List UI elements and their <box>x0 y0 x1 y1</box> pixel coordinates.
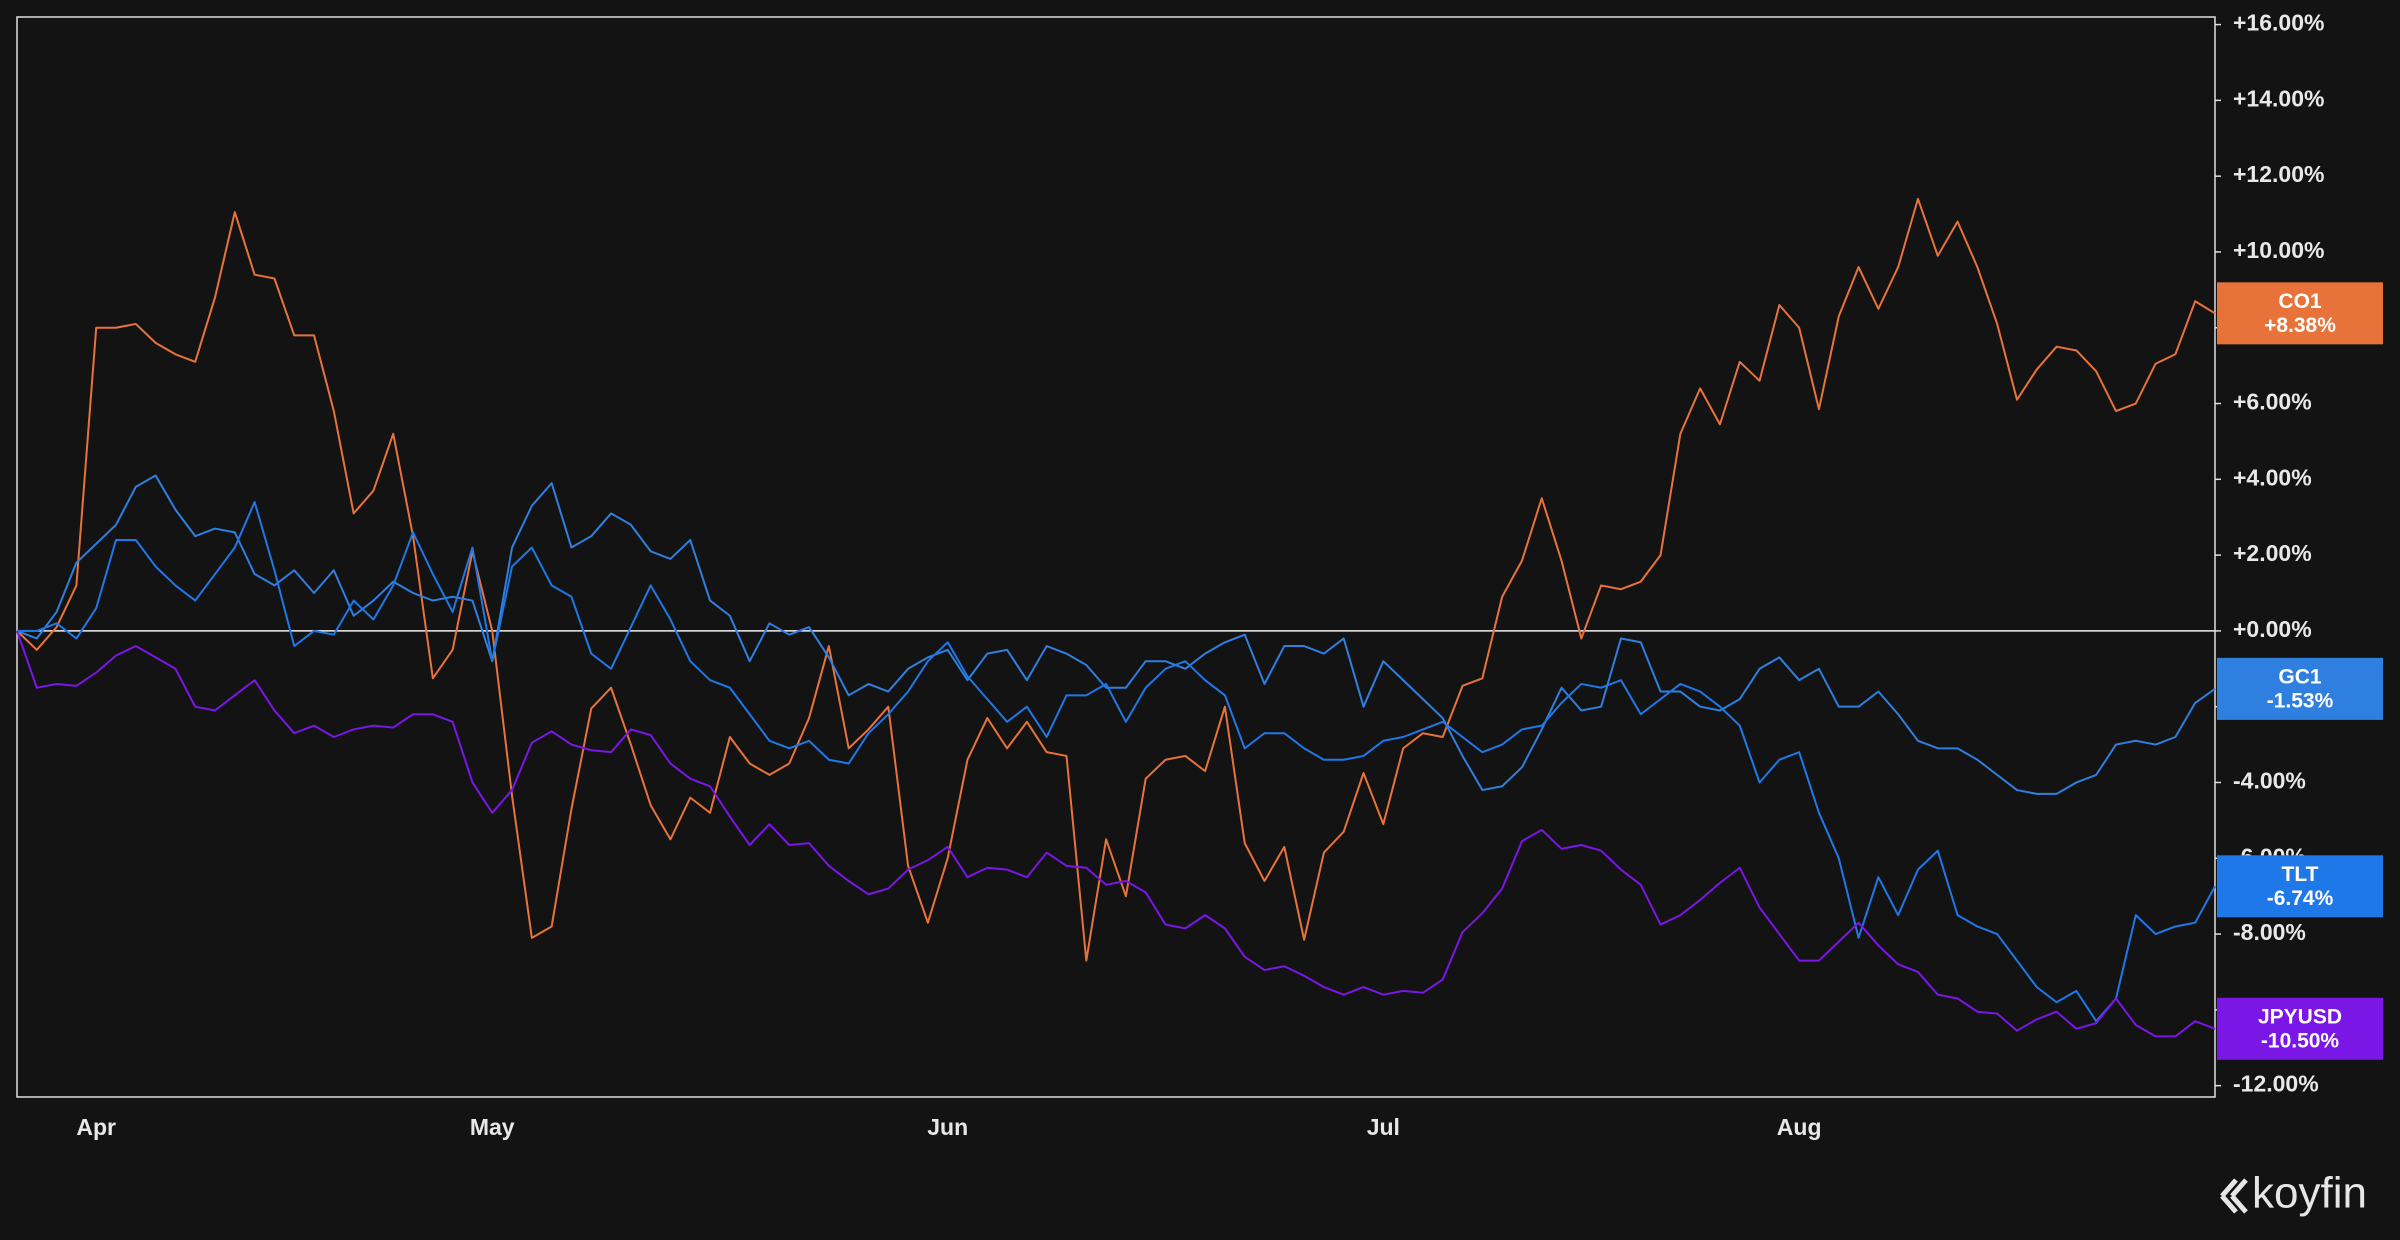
end-value-label: +8.38% <box>2264 314 2336 337</box>
end-badge: CO1+8.38% <box>2217 282 2383 345</box>
series-line <box>16 197 2216 962</box>
x-tick-label: May <box>470 1114 515 1140</box>
y-tick-label: +16.00% <box>2233 10 2324 36</box>
end-badge-box <box>2217 282 2383 345</box>
x-tick-label: Aug <box>1777 1114 1822 1140</box>
end-badge-box <box>2217 657 2383 720</box>
end-badge-box <box>2217 855 2383 918</box>
logo-text: koyfin <box>2252 1169 2367 1218</box>
end-badge-box <box>2217 997 2383 1060</box>
y-tick-label: +14.00% <box>2233 85 2324 111</box>
y-tick-label: -4.00% <box>2233 768 2306 794</box>
legend-label: TLT <box>2282 863 2319 886</box>
end-badge: TLT-6.74% <box>2217 855 2383 918</box>
x-tick-label: Jul <box>1367 1114 1400 1140</box>
series-line <box>16 474 2216 795</box>
end-value-label: -6.74% <box>2267 887 2334 910</box>
y-tick-label: +10.00% <box>2233 237 2324 263</box>
end-badge: JPYUSD-10.50% <box>2217 997 2383 1060</box>
y-tick-label: +12.00% <box>2233 161 2324 187</box>
y-tick-label: +0.00% <box>2233 616 2312 642</box>
series-line <box>16 630 2216 1038</box>
end-value-label: -10.50% <box>2261 1029 2340 1052</box>
end-value-label: -1.53% <box>2267 689 2334 712</box>
plot-border <box>16 16 2216 1098</box>
y-tick-label: -8.00% <box>2233 919 2306 945</box>
end-badge: GC1-1.53% <box>2217 657 2383 720</box>
y-tick-label: +4.00% <box>2233 464 2312 490</box>
x-tick-label: Apr <box>76 1114 116 1140</box>
y-tick-label: -12.00% <box>2233 1071 2319 1097</box>
legend-label: JPYUSD <box>2258 1005 2342 1028</box>
x-tick-label: Jun <box>927 1114 968 1140</box>
legend-label: CO1 <box>2278 290 2322 313</box>
y-tick-label: +6.00% <box>2233 389 2312 415</box>
y-tick-label: +2.00% <box>2233 540 2312 566</box>
logo-icon <box>2220 1178 2248 1214</box>
series-line <box>17 501 2216 1023</box>
logo: koyfin <box>2220 1169 2367 1218</box>
legend-label: GC1 <box>2278 665 2322 688</box>
